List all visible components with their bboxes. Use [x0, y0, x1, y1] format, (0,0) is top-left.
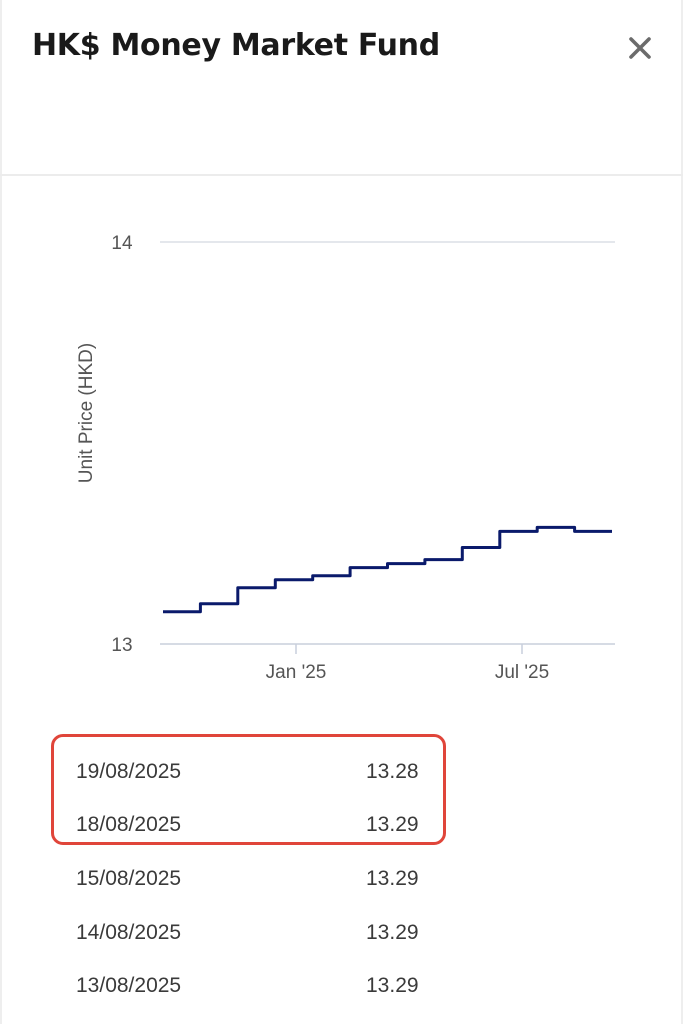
row-date: 18/08/2025: [76, 813, 182, 836]
table-row[interactable]: 19/08/2025 13.28: [0, 740, 683, 794]
series-line: [163, 525, 612, 614]
row-date: 15/08/2025: [76, 867, 182, 890]
row-price: 13.28: [366, 760, 419, 783]
price-chart: 14 13 Jan '25 Jul '25 Unit Price (HKD): [0, 176, 683, 716]
highlight-box: [51, 734, 446, 845]
y-tick-label: 14: [111, 233, 133, 254]
row-date: 13/08/2025: [76, 974, 182, 997]
row-date: 19/08/2025: [76, 760, 182, 783]
header: HK$ Money Market Fund: [0, 0, 683, 176]
row-price: 13.29: [366, 921, 419, 944]
y-axis-label: Unit Price (HKD): [76, 343, 97, 483]
page-title: HK$ Money Market Fund: [32, 28, 440, 63]
row-price: 13.29: [366, 974, 419, 997]
row-date: 14/08/2025: [76, 921, 182, 944]
y-tick-label: 13: [111, 635, 132, 656]
row-price: 13.29: [366, 867, 419, 890]
table-row[interactable]: 13/08/2025 13.29: [0, 954, 683, 1008]
x-tick-label: Jul '25: [495, 662, 549, 683]
close-icon: [629, 37, 651, 59]
table-row[interactable]: 18/08/2025 13.29: [0, 793, 683, 847]
table-row[interactable]: 14/08/2025 13.29: [0, 901, 683, 955]
close-button[interactable]: [620, 28, 660, 68]
table-row[interactable]: 15/08/2025 13.29: [0, 847, 683, 901]
row-price: 13.29: [366, 813, 419, 836]
x-tick-label: Jan '25: [266, 662, 327, 683]
price-chart-svg: 14 13 Jan '25 Jul '25 Unit Price (HKD): [76, 233, 615, 683]
